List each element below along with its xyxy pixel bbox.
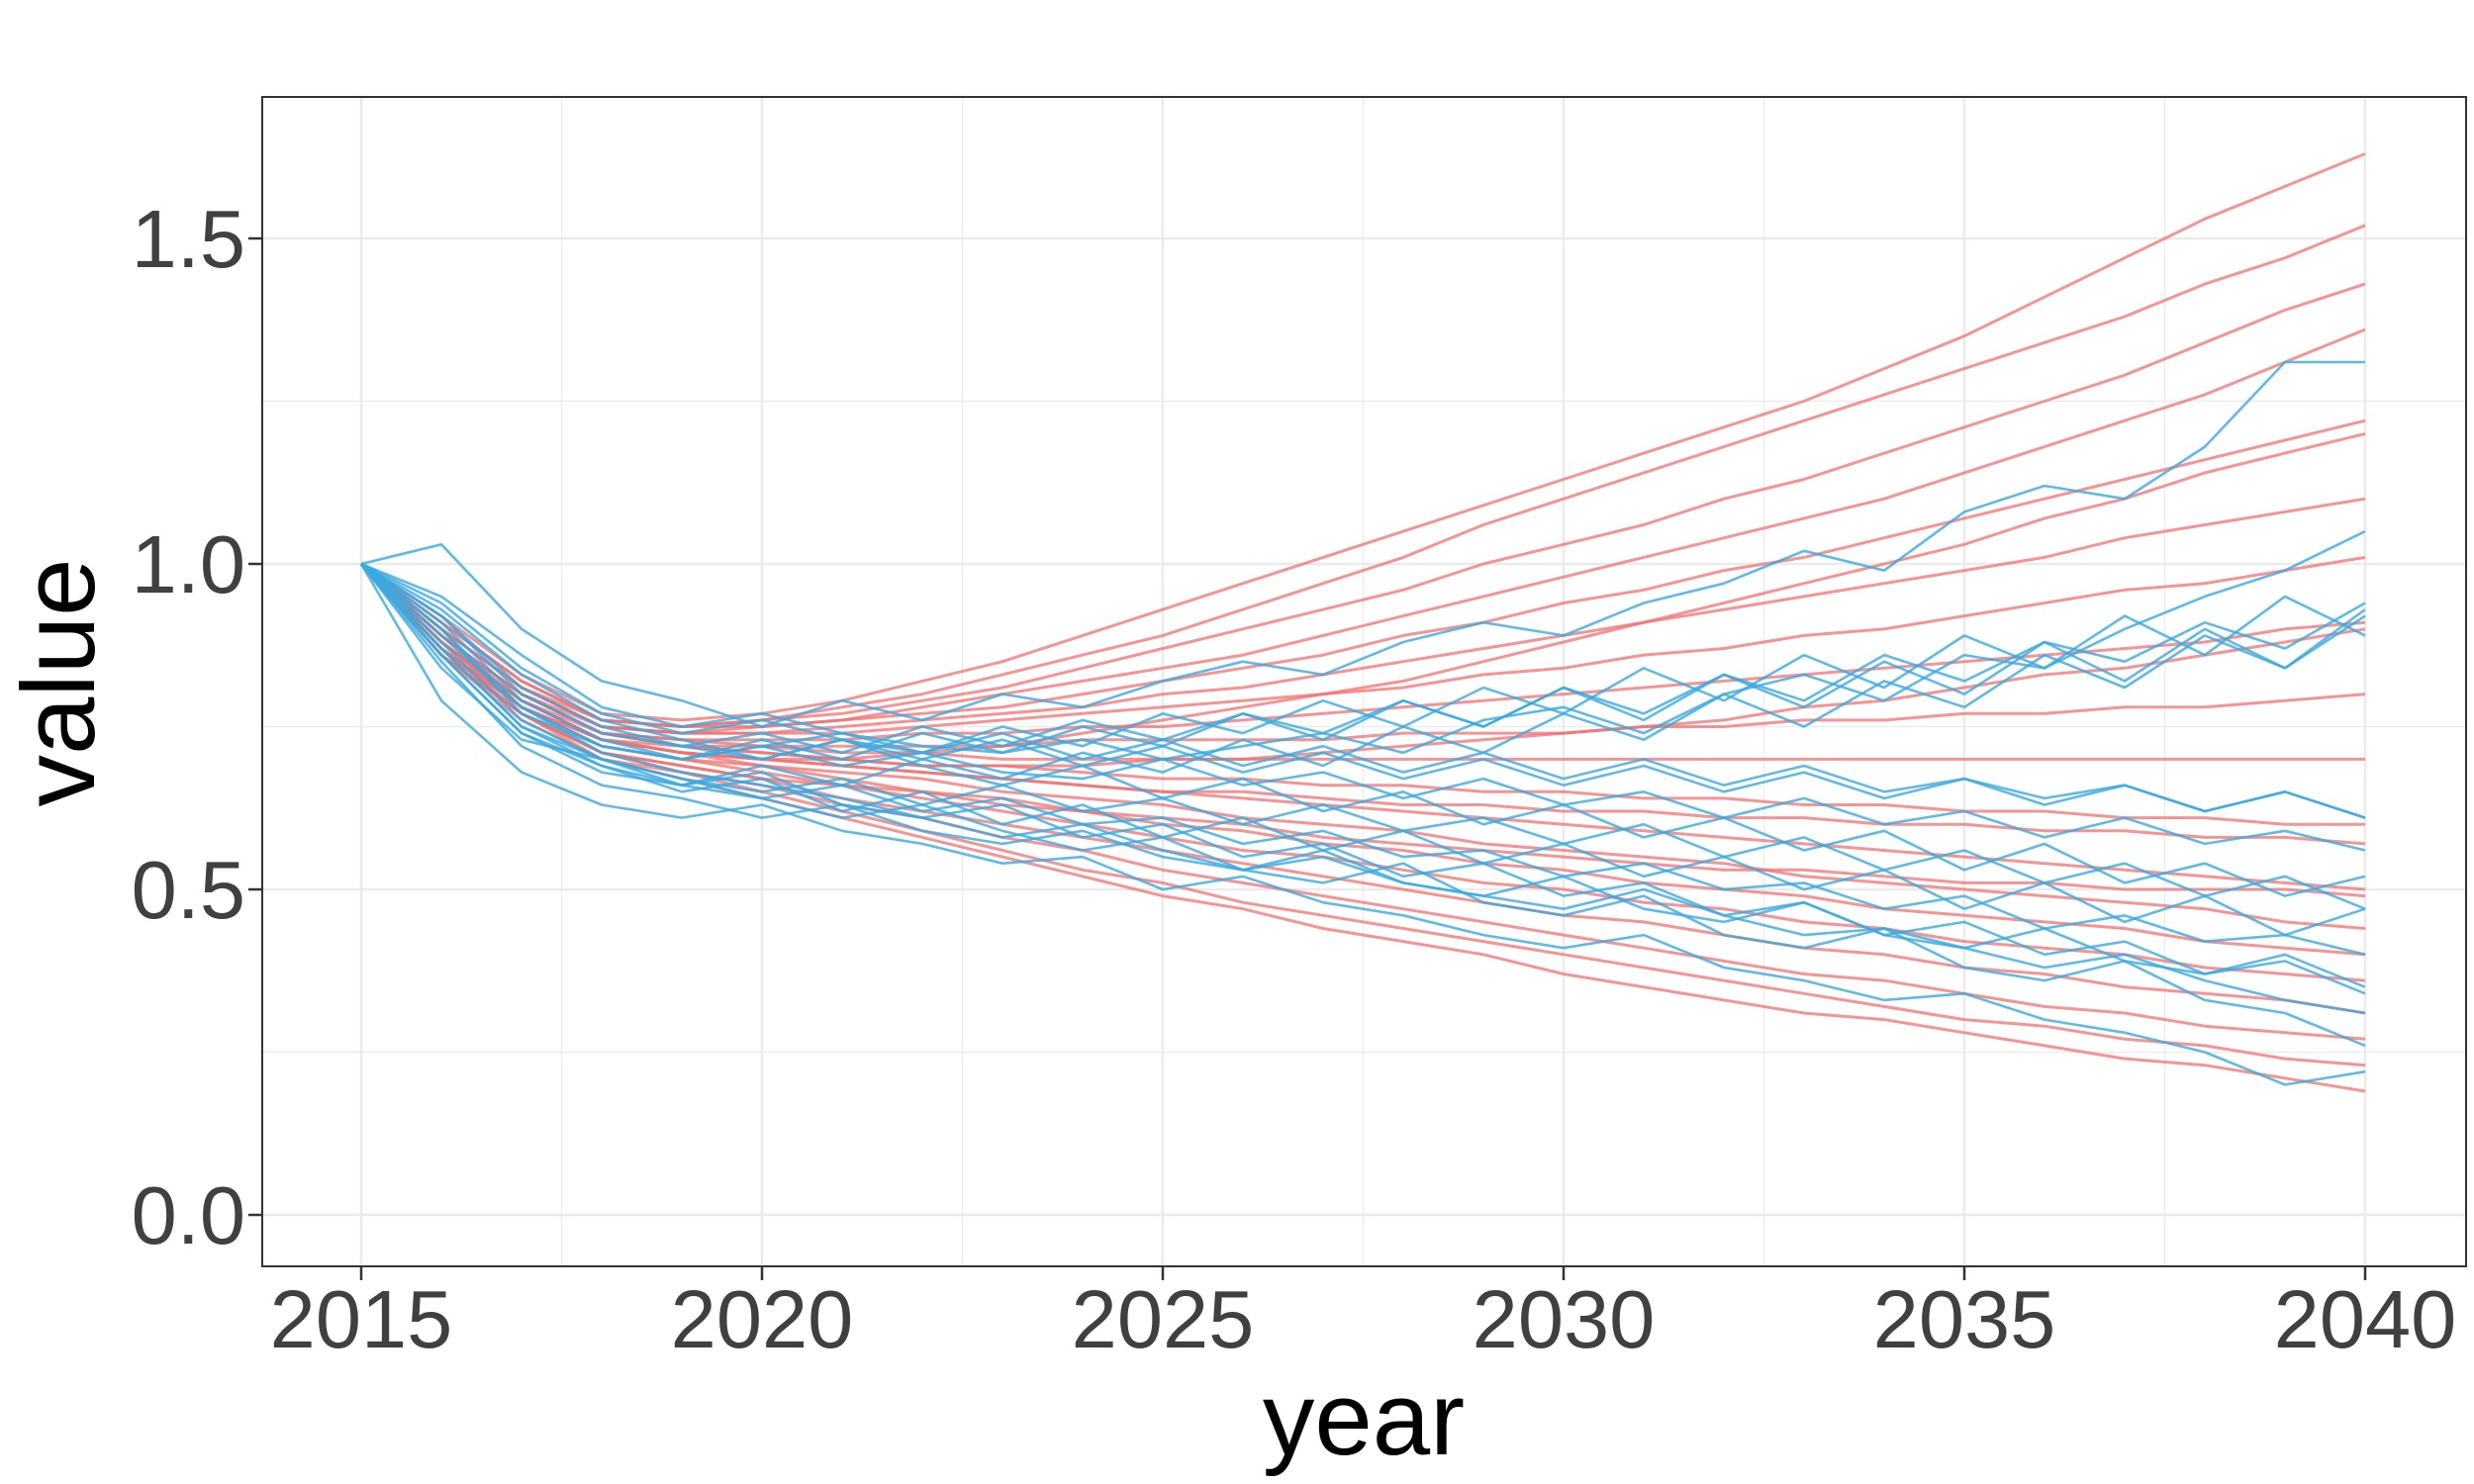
series-line-smooth <box>360 555 2366 735</box>
x-axis-ticks: 2015 2020 2025 2030 2035 2040 <box>270 1266 2457 1365</box>
y-tick-label: 0.0 <box>132 1169 245 1261</box>
series-line-noisy <box>359 563 2366 988</box>
series-line-noisy <box>359 563 2366 1086</box>
series-line-noisy <box>360 562 2366 761</box>
y-axis-ticks: 0.0 0.5 1.0 1.5 <box>132 193 262 1261</box>
x-axis-title: year <box>1263 1361 1465 1477</box>
series-line-smooth <box>360 152 2366 722</box>
x-tick-label: 2030 <box>1473 1273 1656 1365</box>
series-lines <box>359 152 2366 1093</box>
y-tick-label: 1.0 <box>132 518 245 610</box>
series-line-noisy <box>360 529 2366 761</box>
x-tick-label: 2020 <box>671 1273 854 1365</box>
series-line-noisy <box>360 563 2366 957</box>
y-tick-label: 1.5 <box>132 193 245 285</box>
x-tick-label: 2040 <box>2274 1273 2457 1365</box>
series-line-noisy <box>360 360 2365 728</box>
y-tick-label: 0.5 <box>132 844 245 936</box>
x-tick-label: 2025 <box>1072 1273 1255 1365</box>
series-line-noisy <box>360 563 2366 937</box>
y-axis-title: value <box>1 558 117 806</box>
series-line-smooth <box>359 562 2366 982</box>
series-line-smooth <box>360 327 2366 728</box>
x-tick-label: 2015 <box>270 1273 453 1365</box>
series-line-noisy <box>360 563 2366 1048</box>
series-line-noisy <box>360 562 2366 819</box>
series-line-noisy <box>360 563 2366 995</box>
plot-background <box>262 97 2466 1266</box>
grid <box>262 97 2466 1266</box>
series-line-noisy <box>360 562 2366 897</box>
x-tick-label: 2035 <box>1873 1273 2056 1365</box>
series-line-smooth <box>360 562 2366 748</box>
plot-frame <box>261 96 2467 1267</box>
series-line-noisy <box>360 562 2366 819</box>
